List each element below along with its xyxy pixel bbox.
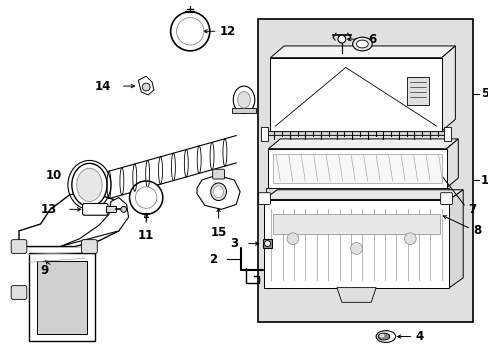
Circle shape [286, 233, 298, 244]
Ellipse shape [356, 40, 367, 48]
Polygon shape [448, 190, 462, 288]
Circle shape [170, 12, 209, 51]
Polygon shape [60, 198, 128, 247]
Bar [106, 206, 116, 212]
Ellipse shape [237, 91, 250, 108]
Polygon shape [441, 46, 454, 131]
Bar [270, 58, 441, 131]
Circle shape [350, 243, 362, 255]
Polygon shape [446, 139, 457, 188]
Bar [29, 253, 95, 341]
FancyBboxPatch shape [81, 240, 97, 253]
FancyBboxPatch shape [82, 203, 108, 215]
Bar [443, 127, 450, 141]
Bar [257, 19, 472, 322]
Text: 7: 7 [467, 203, 475, 216]
Polygon shape [19, 192, 123, 247]
Bar [273, 214, 439, 234]
Bar [263, 199, 448, 288]
Polygon shape [197, 175, 240, 210]
Circle shape [135, 187, 157, 208]
Polygon shape [268, 139, 457, 149]
Ellipse shape [375, 331, 395, 342]
Circle shape [176, 18, 203, 45]
Polygon shape [270, 46, 454, 58]
Text: 6: 6 [367, 33, 376, 46]
Circle shape [142, 83, 150, 91]
Bar [232, 108, 255, 113]
Circle shape [404, 233, 415, 244]
Text: 12: 12 [219, 25, 235, 38]
Polygon shape [336, 288, 375, 302]
Polygon shape [138, 76, 154, 95]
Text: 10: 10 [46, 168, 62, 181]
Bar [265, 131, 446, 135]
Ellipse shape [210, 183, 226, 201]
Text: 5: 5 [480, 87, 488, 100]
Circle shape [337, 35, 345, 43]
Ellipse shape [72, 163, 107, 206]
Ellipse shape [379, 334, 383, 337]
Circle shape [264, 240, 270, 247]
Text: 13: 13 [41, 203, 57, 216]
Circle shape [129, 181, 163, 214]
Circle shape [121, 206, 126, 212]
Bar [265, 188, 448, 194]
Polygon shape [263, 190, 462, 199]
FancyBboxPatch shape [212, 169, 224, 179]
Text: 15: 15 [210, 226, 226, 239]
FancyBboxPatch shape [440, 193, 451, 204]
Text: 4: 4 [414, 330, 423, 343]
FancyBboxPatch shape [11, 240, 27, 253]
Text: 14: 14 [94, 80, 111, 93]
Ellipse shape [352, 37, 371, 51]
Ellipse shape [377, 333, 389, 340]
Ellipse shape [233, 86, 254, 113]
Text: 1: 1 [480, 174, 488, 186]
FancyBboxPatch shape [258, 193, 270, 204]
Text: 3: 3 [229, 237, 238, 250]
Bar [407, 77, 428, 105]
Text: 11: 11 [138, 229, 154, 242]
Text: 9: 9 [40, 264, 48, 276]
Text: 8: 8 [472, 224, 480, 237]
Bar [273, 154, 441, 183]
Bar [37, 261, 87, 334]
Ellipse shape [213, 186, 223, 198]
Text: 2: 2 [209, 253, 217, 266]
Bar [268, 149, 446, 188]
Bar [260, 127, 268, 141]
Ellipse shape [77, 168, 102, 202]
FancyBboxPatch shape [11, 286, 27, 300]
